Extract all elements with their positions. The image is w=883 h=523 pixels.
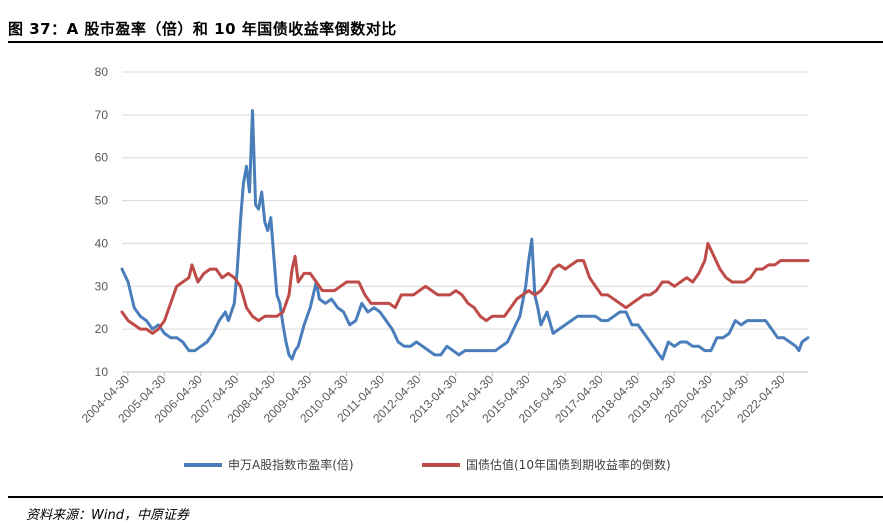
bottom-rule bbox=[8, 496, 883, 498]
series-line-bond bbox=[120, 241, 810, 335]
x-axis-ticks: 2004-04-302005-04-302006-04-302007-04-30… bbox=[79, 372, 788, 426]
legend-label-bond: 国债估值(10年国债到期收益率的倒数) bbox=[466, 457, 671, 472]
top-rule bbox=[8, 41, 883, 43]
gridlines bbox=[122, 71, 808, 373]
y-tick-label: 80 bbox=[95, 65, 109, 79]
y-tick-label: 30 bbox=[95, 279, 109, 293]
chart-title: 图 37：A 股市盈率（倍）和 10 年国债收益率倒数对比 bbox=[8, 20, 397, 38]
y-tick-label: 60 bbox=[95, 151, 109, 165]
y-axis-ticks: 10 20 30 40 50 60 70 80 bbox=[95, 65, 109, 379]
y-tick-label: 10 bbox=[95, 365, 109, 379]
y-tick-label: 50 bbox=[95, 194, 109, 208]
legend-label-pe: 申万A股指数市盈率(倍) bbox=[228, 457, 354, 472]
y-tick-label: 40 bbox=[95, 236, 109, 250]
y-tick-label: 20 bbox=[95, 322, 109, 336]
y-tick-label: 70 bbox=[95, 108, 109, 122]
series-line-pe bbox=[120, 109, 810, 361]
series-lines bbox=[120, 109, 810, 361]
legend: 申万A股指数市盈率(倍) 国债估值(10年国债到期收益率的倒数) bbox=[184, 457, 671, 472]
